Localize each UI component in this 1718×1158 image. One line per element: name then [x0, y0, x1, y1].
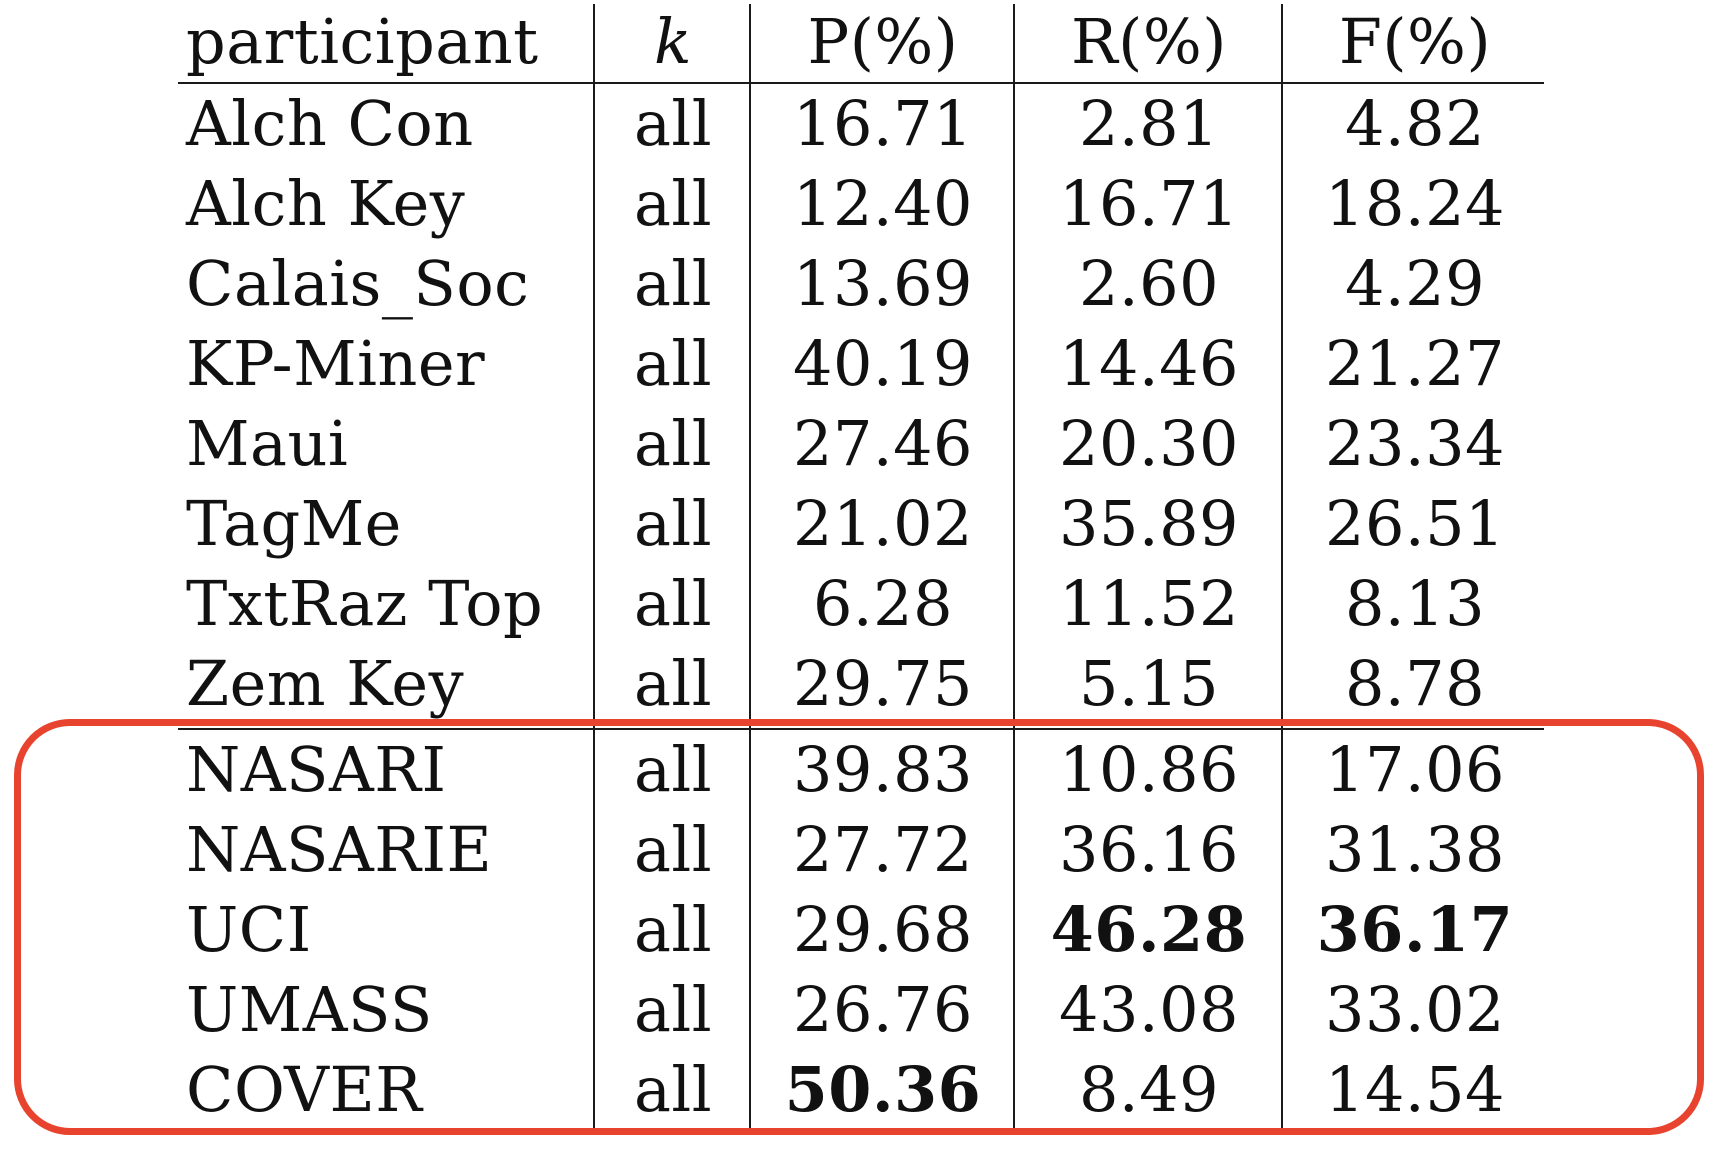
participant-cell: Zem Key — [186, 647, 465, 720]
recall-cell: 10.86 — [1059, 733, 1239, 806]
header-recall: R(%) — [1071, 5, 1227, 78]
recall-cell: 5.15 — [1078, 647, 1220, 720]
k-cell: all — [633, 733, 713, 806]
table-row: KP-Miner all 40.19 14.46 21.27 — [0, 324, 1718, 404]
column-separator-k — [593, 4, 595, 1134]
participant-cell: UCI — [186, 893, 312, 966]
k-cell: all — [633, 813, 713, 886]
participant-cell: Maui — [186, 407, 349, 480]
participant-cell: TxtRaz Top — [186, 567, 544, 640]
table-row: Calais_Soc all 13.69 2.60 4.29 — [0, 244, 1718, 324]
f-score-cell: 8.13 — [1344, 567, 1486, 640]
header-participant: participant — [186, 5, 539, 78]
k-cell: all — [633, 247, 713, 320]
k-cell: all — [633, 87, 713, 160]
column-separator-p — [749, 4, 751, 1134]
best-f-score-cell: 36.17 — [1316, 893, 1514, 966]
header-f-score: F(%) — [1338, 5, 1492, 78]
group-separator-rule — [178, 728, 1544, 730]
table-row: COVER all 50.36 8.49 14.54 — [0, 1050, 1718, 1130]
k-cell: all — [633, 167, 713, 240]
table-row: Alch Key all 12.40 16.71 18.24 — [0, 164, 1718, 244]
participant-cell: Alch Key — [186, 167, 466, 240]
recall-cell: 36.16 — [1059, 813, 1239, 886]
table-row: NASARIE all 27.72 36.16 31.38 — [0, 810, 1718, 890]
best-recall-cell: 46.28 — [1050, 893, 1248, 966]
precision-cell: 16.71 — [793, 87, 973, 160]
precision-cell: 39.83 — [793, 733, 973, 806]
recall-cell: 20.30 — [1059, 407, 1239, 480]
participant-cell: TagMe — [186, 487, 402, 560]
participant-cell: Calais_Soc — [186, 247, 530, 320]
f-score-cell: 33.02 — [1325, 973, 1505, 1046]
f-score-cell: 8.78 — [1344, 647, 1486, 720]
precision-cell: 27.72 — [793, 813, 973, 886]
f-score-cell: 18.24 — [1325, 167, 1505, 240]
table-row: TxtRaz Top all 6.28 11.52 8.13 — [0, 564, 1718, 644]
table-row: UMASS all 26.76 43.08 33.02 — [0, 970, 1718, 1050]
precision-cell: 13.69 — [793, 247, 973, 320]
recall-cell: 2.81 — [1078, 87, 1220, 160]
participant-cell: NASARI — [186, 733, 447, 806]
k-cell: all — [633, 893, 713, 966]
table-row: TagMe all 21.02 35.89 26.51 — [0, 484, 1718, 564]
f-score-cell: 31.38 — [1325, 813, 1505, 886]
f-score-cell: 23.34 — [1325, 407, 1505, 480]
best-precision-cell: 50.36 — [784, 1053, 982, 1126]
k-cell: all — [633, 327, 713, 400]
header-rule — [178, 82, 1544, 84]
k-cell: all — [633, 407, 713, 480]
f-score-cell: 4.29 — [1344, 247, 1486, 320]
recall-cell: 11.52 — [1059, 567, 1239, 640]
recall-cell: 35.89 — [1059, 487, 1239, 560]
header-row: participant k P(%) R(%) F(%) — [0, 2, 1718, 82]
participant-cell: COVER — [186, 1053, 423, 1126]
participant-cell: Alch Con — [186, 87, 474, 160]
recall-cell: 43.08 — [1059, 973, 1239, 1046]
k-cell: all — [633, 1053, 713, 1126]
precision-cell: 40.19 — [793, 327, 973, 400]
precision-cell: 29.68 — [793, 893, 973, 966]
f-score-cell: 14.54 — [1325, 1053, 1505, 1126]
k-cell: all — [633, 567, 713, 640]
f-score-cell: 17.06 — [1325, 733, 1505, 806]
precision-cell: 26.76 — [793, 973, 973, 1046]
recall-cell: 14.46 — [1059, 327, 1239, 400]
k-cell: all — [633, 973, 713, 1046]
table-row: NASARI all 39.83 10.86 17.06 — [0, 730, 1718, 810]
table-row: Maui all 27.46 20.30 23.34 — [0, 404, 1718, 484]
f-score-cell: 26.51 — [1325, 487, 1505, 560]
recall-cell: 8.49 — [1078, 1053, 1220, 1126]
k-cell: all — [633, 487, 713, 560]
participant-cell: KP-Miner — [186, 327, 486, 400]
participant-cell: NASARIE — [186, 813, 493, 886]
precision-cell: 21.02 — [793, 487, 973, 560]
column-separator-r — [1013, 4, 1015, 1134]
f-score-cell: 4.82 — [1344, 87, 1486, 160]
f-score-cell: 21.27 — [1325, 327, 1505, 400]
precision-cell: 27.46 — [793, 407, 973, 480]
k-cell: all — [633, 647, 713, 720]
table-row: Zem Key all 29.75 5.15 8.78 — [0, 644, 1718, 724]
precision-cell: 12.40 — [793, 167, 973, 240]
table-row: UCI all 29.68 46.28 36.17 — [0, 890, 1718, 970]
recall-cell: 16.71 — [1059, 167, 1239, 240]
precision-cell: 6.28 — [812, 567, 954, 640]
recall-cell: 2.60 — [1078, 247, 1220, 320]
header-precision: P(%) — [807, 5, 959, 78]
table-row: Alch Con all 16.71 2.81 4.82 — [0, 84, 1718, 164]
header-k: k — [653, 5, 693, 78]
column-separator-f — [1281, 4, 1283, 1134]
precision-cell: 29.75 — [793, 647, 973, 720]
participant-cell: UMASS — [186, 973, 433, 1046]
